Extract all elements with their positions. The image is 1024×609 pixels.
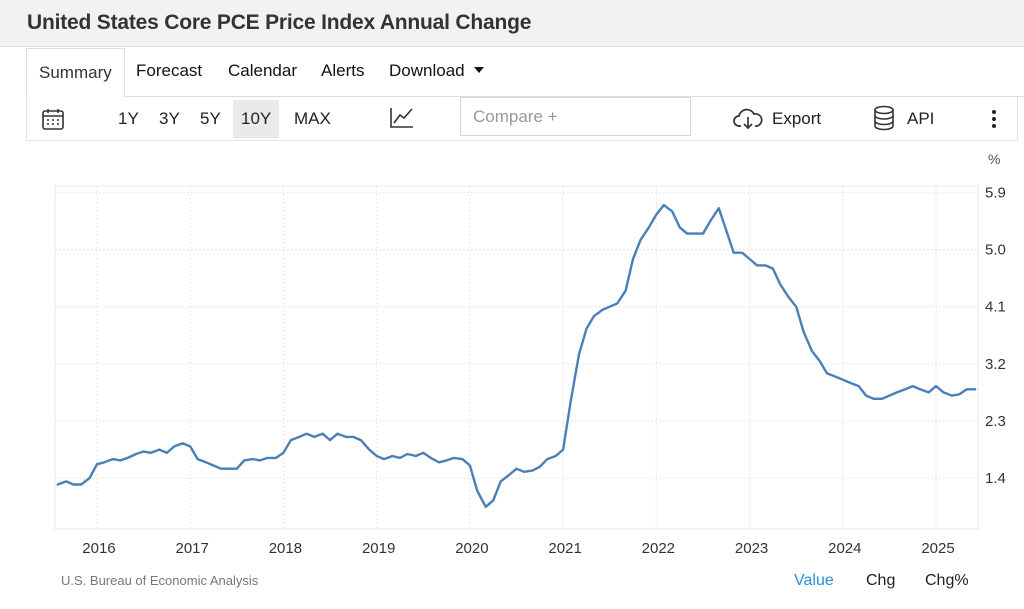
database-icon[interactable] (873, 105, 895, 131)
y-unit-label: % (988, 151, 1000, 167)
x-tick-label: 2019 (362, 540, 395, 557)
more-vertical-icon[interactable] (989, 108, 999, 130)
chart-grid (54, 185, 979, 530)
api-button[interactable]: API (907, 109, 935, 128)
tab-summary[interactable]: Summary (26, 48, 125, 98)
tab-download-label: Download (389, 61, 465, 80)
tab-bar: Summary Forecast Calendar Alerts Downloa… (26, 48, 1024, 98)
range-5y-button[interactable]: 5Y (200, 109, 221, 128)
x-tick-label: 2025 (921, 540, 954, 557)
x-tick-label: 2021 (548, 540, 581, 557)
plot-border (54, 185, 979, 530)
tab-alerts[interactable]: Alerts (321, 61, 365, 80)
y-tick-label: 5.9 (985, 184, 1006, 201)
mode-chg-button[interactable]: Chg (866, 572, 896, 589)
y-tick-label: 3.2 (985, 356, 1006, 373)
compare-input[interactable] (460, 97, 691, 136)
range-3y-button[interactable]: 3Y (159, 109, 180, 128)
tab-download[interactable]: Download (389, 61, 484, 81)
chart-axes: 5.9 5.0 4.1 3.2 2.3 1.4% 2016 2017 2018 2019 2020 2… (82, 151, 1006, 557)
source-note: U.S. Bureau of Economic Analysis (61, 573, 259, 588)
tab-forecast[interactable]: Forecast (136, 61, 203, 80)
range-10y-button[interactable]: 10Y (233, 100, 280, 138)
calendar-icon[interactable] (41, 107, 65, 131)
range-1y-button[interactable]: 1Y (118, 109, 139, 128)
chart-toolbar: 1Y 3Y 5Y 10Y MAX Export API (26, 97, 1018, 141)
tab-calendar[interactable]: Calendar (228, 61, 297, 80)
x-tick-label: 2020 (455, 540, 488, 557)
title-bar: United States Core PCE Price Index Annua… (0, 0, 1024, 47)
y-tick-label: 2.3 (985, 413, 1006, 430)
mode-chg-pct-button[interactable]: Chg% (925, 572, 969, 589)
x-tick-label: 2022 (642, 540, 675, 557)
y-tick-label: 5.0 (985, 242, 1006, 259)
x-tick-label: 2016 (82, 540, 115, 557)
x-tick-label: 2017 (175, 540, 208, 557)
x-tick-label: 2024 (828, 540, 861, 557)
caret-down-icon (473, 67, 484, 73)
page-title: United States Core PCE Price Index Annua… (27, 11, 532, 34)
range-max-button[interactable]: MAX (294, 109, 331, 128)
x-tick-label: 2023 (735, 540, 768, 557)
y-tick-label: 4.1 (985, 299, 1006, 316)
series-line (56, 203, 977, 508)
pce-line-chart: 5.9 5.0 4.1 3.2 2.3 1.4% 2016 2017 2018 2019 2020 2… (54, 151, 1006, 557)
chart-area: 5.9 5.0 4.1 3.2 2.3 1.4% 2016 2017 2018 2019 2020 2… (0, 141, 1024, 566)
export-button[interactable]: Export (772, 109, 822, 128)
line-chart-icon[interactable] (389, 106, 415, 130)
x-tick-label: 2018 (269, 540, 302, 557)
cloud-download-icon[interactable] (733, 107, 763, 131)
mode-value-button[interactable]: Value (794, 572, 834, 589)
y-tick-label: 1.4 (985, 470, 1006, 487)
chart-series (56, 203, 977, 508)
